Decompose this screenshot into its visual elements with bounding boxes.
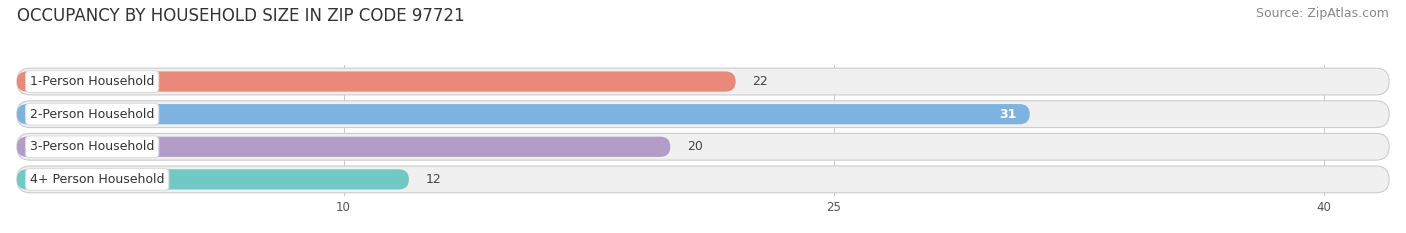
Text: 22: 22 (752, 75, 768, 88)
Text: 2-Person Household: 2-Person Household (30, 108, 155, 121)
FancyBboxPatch shape (17, 137, 671, 157)
FancyBboxPatch shape (17, 134, 1389, 160)
Text: 20: 20 (686, 140, 703, 153)
FancyBboxPatch shape (17, 72, 735, 92)
FancyBboxPatch shape (17, 104, 1029, 124)
FancyBboxPatch shape (17, 169, 409, 189)
FancyBboxPatch shape (17, 68, 1389, 95)
FancyBboxPatch shape (17, 166, 1389, 193)
Text: 12: 12 (425, 173, 441, 186)
Text: 31: 31 (1000, 108, 1017, 121)
Text: 3-Person Household: 3-Person Household (30, 140, 155, 153)
Text: 1-Person Household: 1-Person Household (30, 75, 155, 88)
Text: OCCUPANCY BY HOUSEHOLD SIZE IN ZIP CODE 97721: OCCUPANCY BY HOUSEHOLD SIZE IN ZIP CODE … (17, 7, 464, 25)
Text: 4+ Person Household: 4+ Person Household (30, 173, 165, 186)
Text: Source: ZipAtlas.com: Source: ZipAtlas.com (1256, 7, 1389, 20)
FancyBboxPatch shape (17, 101, 1389, 127)
